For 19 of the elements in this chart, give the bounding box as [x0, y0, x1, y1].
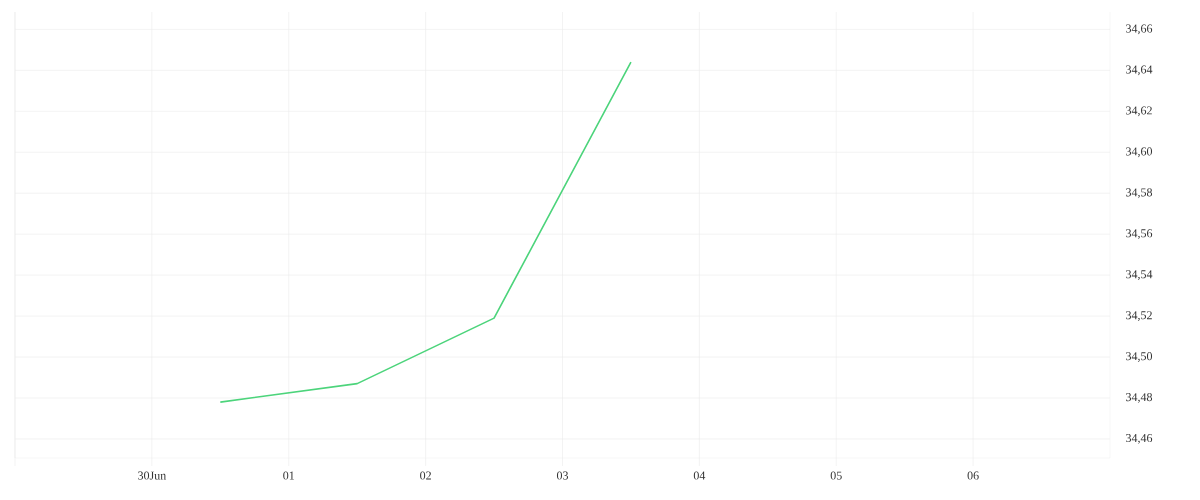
line-series: [219, 61, 632, 403]
y-tick-label: 34,62: [1126, 106, 1152, 117]
y-tick-label: 34,52: [1126, 311, 1152, 321]
x-tick-label: 05: [830, 471, 842, 480]
x-tick-label: 03: [556, 471, 569, 480]
y-tick-label: 34,58: [1126, 188, 1153, 199]
y-tick-label: 34,60: [1126, 147, 1153, 158]
x-tick-label: 30Jun: [138, 471, 167, 480]
y-tick-label: 34,56: [1126, 229, 1153, 240]
y-tick-label: 34,46: [1126, 434, 1153, 444]
x-tick-label: 01: [283, 471, 295, 480]
y-tick-label: 34,66: [1126, 24, 1153, 35]
y-tick-label: 34,48: [1126, 393, 1153, 403]
y-tick-label: 34,54: [1126, 270, 1153, 281]
y-tick-label: 34,50: [1126, 352, 1153, 362]
x-tick-label: 06: [967, 471, 979, 480]
y-tick-label: 34,64: [1126, 65, 1153, 76]
x-tick-label: 02: [420, 471, 431, 480]
x-tick-label: 04: [693, 471, 706, 480]
